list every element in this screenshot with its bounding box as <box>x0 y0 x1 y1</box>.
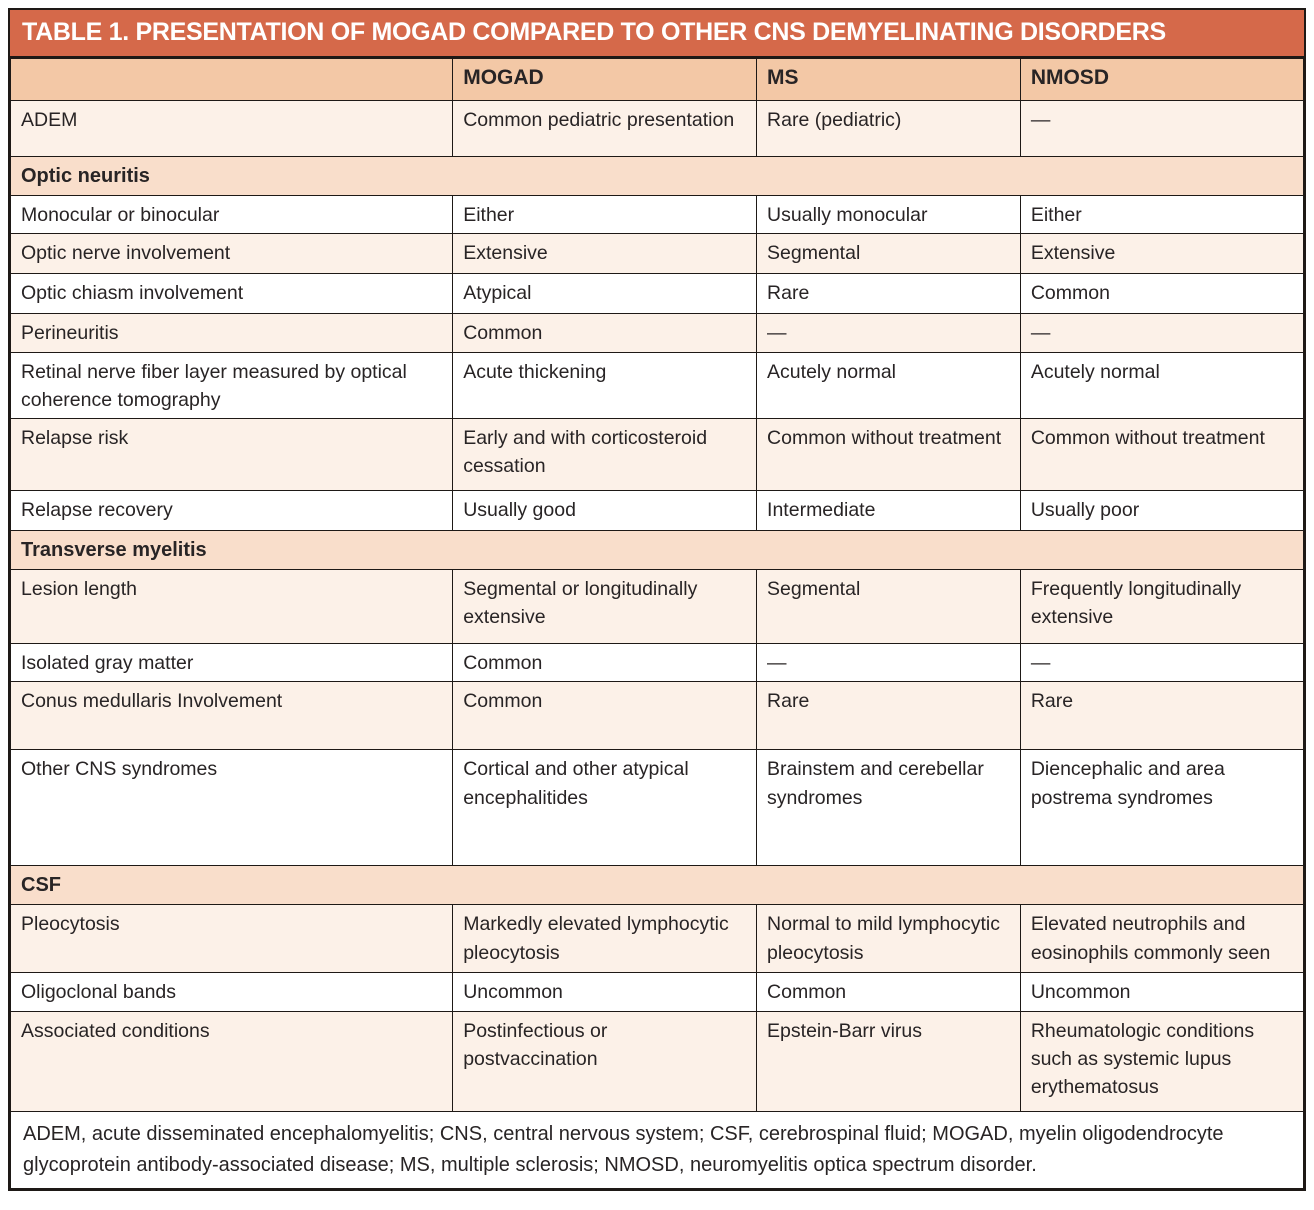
table-body: ADEM Common pediatric presentation Rare (p… <box>9 100 1305 1189</box>
table-row: Relapse risk Early and with corticosteroi… <box>9 418 1305 492</box>
column-header-blank <box>9 58 454 101</box>
cell-value: Segmental or longitudinally extensive <box>452 569 758 645</box>
cell-value: Uncommon <box>1019 972 1305 1012</box>
table-row: Oligoclonal bands Uncommon Common Uncommon <box>9 972 1305 1012</box>
cell-value: Rare (pediatric) <box>756 100 1021 157</box>
cell-value: Common <box>452 643 758 683</box>
cell-value: Common <box>452 681 758 751</box>
cell-value: — <box>756 313 1021 353</box>
table-row: Retinal nerve fiber layer measured by op… <box>9 351 1305 420</box>
table-row: Other CNS syndromes Cortical and other at… <box>9 749 1305 867</box>
comparison-table-container: TABLE 1. PRESENTATION OF MOGAD COMPARED … <box>8 8 1306 1191</box>
table-row: Associated conditions Postinfectious or p… <box>9 1010 1305 1112</box>
cell-value: Common <box>1019 273 1305 315</box>
cell-value: Frequently longitudinally extensive <box>1019 569 1305 645</box>
row-label: Monocular or binocular <box>9 194 454 235</box>
cell-value: Either <box>1019 194 1305 235</box>
cell-value: Postinfectious or postvaccination <box>452 1010 758 1112</box>
table-title: TABLE 1. PRESENTATION OF MOGAD COMPARED … <box>10 10 1304 58</box>
cell-value: Rare <box>756 273 1021 315</box>
column-header-mogad: MOGAD <box>452 58 758 101</box>
cell-value: Diencephalic and area postrema syndromes <box>1019 749 1305 867</box>
cell-value: Common without treatment <box>756 418 1021 492</box>
footnote-row: ADEM, acute disseminated encephalomyelit… <box>10 1110 1304 1189</box>
cell-value: Common without treatment <box>1019 418 1305 492</box>
cell-value: Cortical and other atypical encephalitid… <box>452 749 758 867</box>
cell-value: Usually monocular <box>756 194 1021 235</box>
comparison-table: MOGAD MS NMOSD ADEM Common pediatric pres… <box>9 58 1305 1189</box>
table-row: Isolated gray matter Common — — <box>9 643 1305 683</box>
column-header-ms: MS <box>756 58 1021 101</box>
cell-value: — <box>1019 100 1305 157</box>
row-label: Retinal nerve fiber layer measured by op… <box>9 351 454 420</box>
row-label: Lesion length <box>9 569 454 645</box>
cell-value: Acutely normal <box>1019 351 1305 420</box>
table-row: Perineuritis Common — — <box>9 313 1305 353</box>
cell-value: — <box>756 643 1021 683</box>
table-row: Optic chiasm involvement Atypical Rare Comm… <box>9 273 1305 315</box>
cell-value: Extensive <box>1019 233 1305 275</box>
section-row: CSF <box>10 865 1304 906</box>
cell-value: Rheumatologic conditions such as systemi… <box>1019 1010 1305 1112</box>
table-row: Monocular or binocular Either Usually mono… <box>9 194 1305 235</box>
row-label: Optic chiasm involvement <box>9 273 454 315</box>
cell-value: Common pediatric presentation <box>452 100 758 157</box>
cell-value: Usually good <box>452 490 758 532</box>
cell-value: Acute thickening <box>452 351 758 420</box>
row-label: Isolated gray matter <box>9 643 454 683</box>
cell-value: Either <box>452 194 758 235</box>
row-label: Other CNS syndromes <box>9 749 454 867</box>
table-row: Optic nerve involvement Extensive Segmenta… <box>9 233 1305 275</box>
column-header-nmosd: NMOSD <box>1019 58 1305 101</box>
cell-value: — <box>1019 643 1305 683</box>
cell-value: Rare <box>1019 681 1305 751</box>
column-header-row: MOGAD MS NMOSD <box>9 58 1305 101</box>
cell-value: Usually poor <box>1019 490 1305 532</box>
section-row: Optic neuritis <box>10 156 1304 196</box>
cell-value: Rare <box>756 681 1021 751</box>
cell-value: Uncommon <box>452 972 758 1012</box>
table-row: ADEM Common pediatric presentation Rare (p… <box>9 100 1305 157</box>
row-label: Perineuritis <box>9 313 454 353</box>
cell-value: Early and with corticosteroid cessation <box>452 418 758 492</box>
row-label: ADEM <box>9 100 454 157</box>
footnote-text: ADEM, acute disseminated encephalomyelit… <box>10 1110 1304 1189</box>
row-label: Conus medullaris Involvement <box>9 681 454 751</box>
table-row: Conus medullaris Involvement Common Rare Ra… <box>9 681 1305 751</box>
row-label: Relapse risk <box>9 418 454 492</box>
cell-value: Common <box>452 313 758 353</box>
row-label: Associated conditions <box>9 1010 454 1112</box>
cell-value: Acutely normal <box>756 351 1021 420</box>
cell-value: Epstein-Barr virus <box>756 1010 1021 1112</box>
table-row: Relapse recovery Usually good Intermediate… <box>9 490 1305 532</box>
cell-value: — <box>1019 313 1305 353</box>
cell-value: Normal to mild lymphocytic pleocytosis <box>756 904 1021 974</box>
table-row: Pleocytosis Markedly elevated lymphocytic… <box>9 904 1305 974</box>
section-header: CSF <box>10 865 1304 906</box>
section-row: Transverse myelitis <box>10 530 1304 571</box>
cell-value: Markedly elevated lymphocytic pleocytosi… <box>452 904 758 974</box>
cell-value: Extensive <box>452 233 758 275</box>
cell-value: Segmental <box>756 233 1021 275</box>
table-row: Lesion length Segmental or longitudinally… <box>9 569 1305 645</box>
cell-value: Segmental <box>756 569 1021 645</box>
row-label: Optic nerve involvement <box>9 233 454 275</box>
cell-value: Atypical <box>452 273 758 315</box>
row-label: Relapse recovery <box>9 490 454 532</box>
section-header: Optic neuritis <box>10 156 1304 196</box>
row-label: Oligoclonal bands <box>9 972 454 1012</box>
cell-value: Brainstem and cerebellar syndromes <box>756 749 1021 867</box>
cell-value: Elevated neutrophils and eosinophils com… <box>1019 904 1305 974</box>
cell-value: Common <box>756 972 1021 1012</box>
row-label: Pleocytosis <box>9 904 454 974</box>
section-header: Transverse myelitis <box>10 530 1304 571</box>
cell-value: Intermediate <box>756 490 1021 532</box>
